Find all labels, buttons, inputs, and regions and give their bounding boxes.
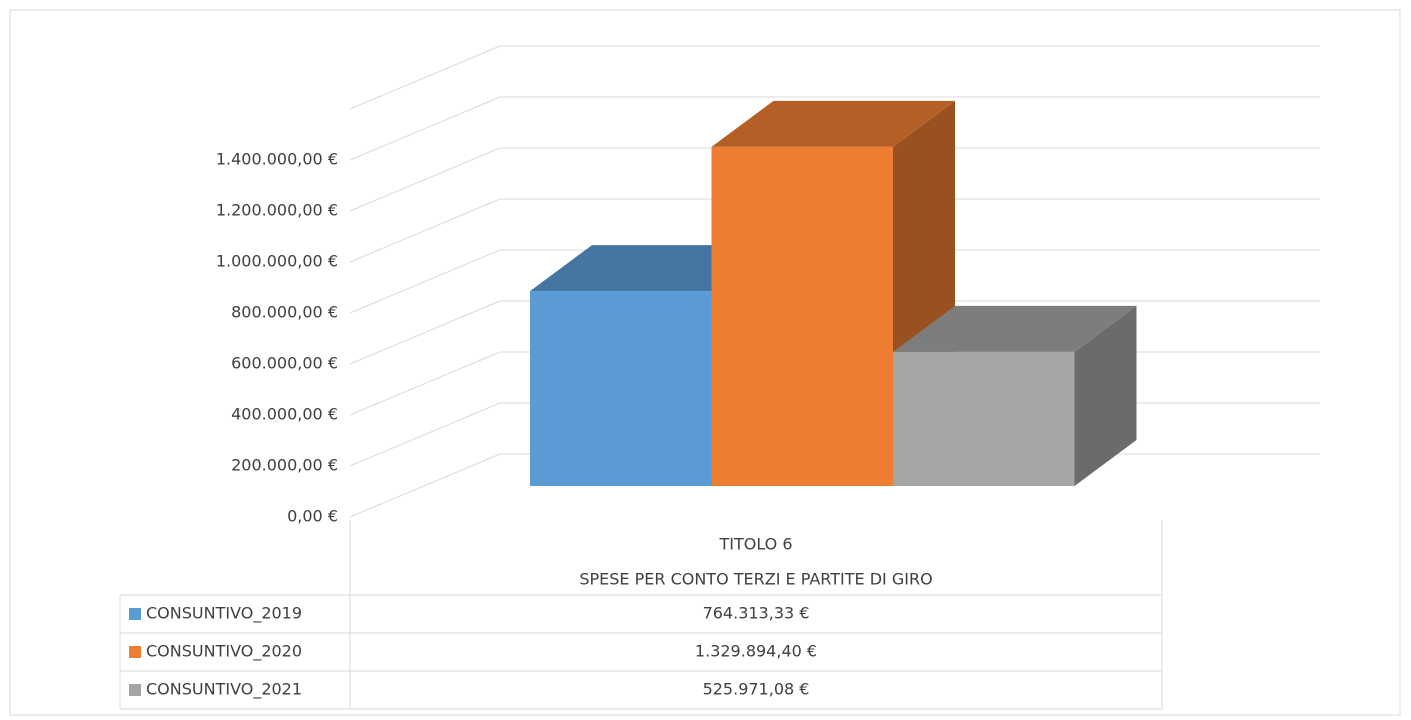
y-tick-label: 400.000,00 € <box>231 405 338 424</box>
bar <box>893 305 1137 486</box>
y-tick-label: 1.000.000,00 € <box>216 252 338 271</box>
grid-line <box>349 402 501 467</box>
bar-front <box>893 351 1075 486</box>
table-value: 764.313,33 € <box>703 604 810 623</box>
legend-label: CONSUNTIVO_2021 <box>146 680 302 700</box>
y-tick-label: 1.400.000,00 € <box>216 150 338 169</box>
table-value: 525.971,08 € <box>703 680 810 699</box>
y-tick-label: 800.000,00 € <box>231 303 338 322</box>
category-label: TITOLO 6 <box>718 535 792 554</box>
legend-swatch <box>129 684 141 696</box>
bar-side <box>1074 305 1137 486</box>
grid-line <box>349 453 501 518</box>
y-tick-label: 600.000,00 € <box>231 354 338 373</box>
bar-top <box>711 100 955 147</box>
grid-line <box>349 198 501 263</box>
y-tick-label: 200.000,00 € <box>231 456 338 475</box>
grid-line <box>349 147 501 212</box>
legend-swatch <box>129 646 141 658</box>
legend-label: CONSUNTIVO_2019 <box>146 604 302 624</box>
bar-front <box>711 146 893 486</box>
grid-line <box>349 351 501 416</box>
table-value: 1.329.894,40 € <box>695 642 817 661</box>
side-wall-top <box>349 45 501 110</box>
bar-front <box>530 291 712 486</box>
y-tick-label: 1.200.000,00 € <box>216 201 338 220</box>
y-tick-label: 0,00 € <box>287 507 338 526</box>
grid-line <box>349 96 501 161</box>
legend-swatch <box>129 608 141 620</box>
legend-label: CONSUNTIVO_2020 <box>146 642 302 662</box>
grid-line <box>349 249 501 314</box>
grid-line <box>349 300 501 365</box>
category-label: SPESE PER CONTO TERZI E PARTITE DI GIRO <box>579 570 932 589</box>
bar-top <box>893 305 1137 352</box>
